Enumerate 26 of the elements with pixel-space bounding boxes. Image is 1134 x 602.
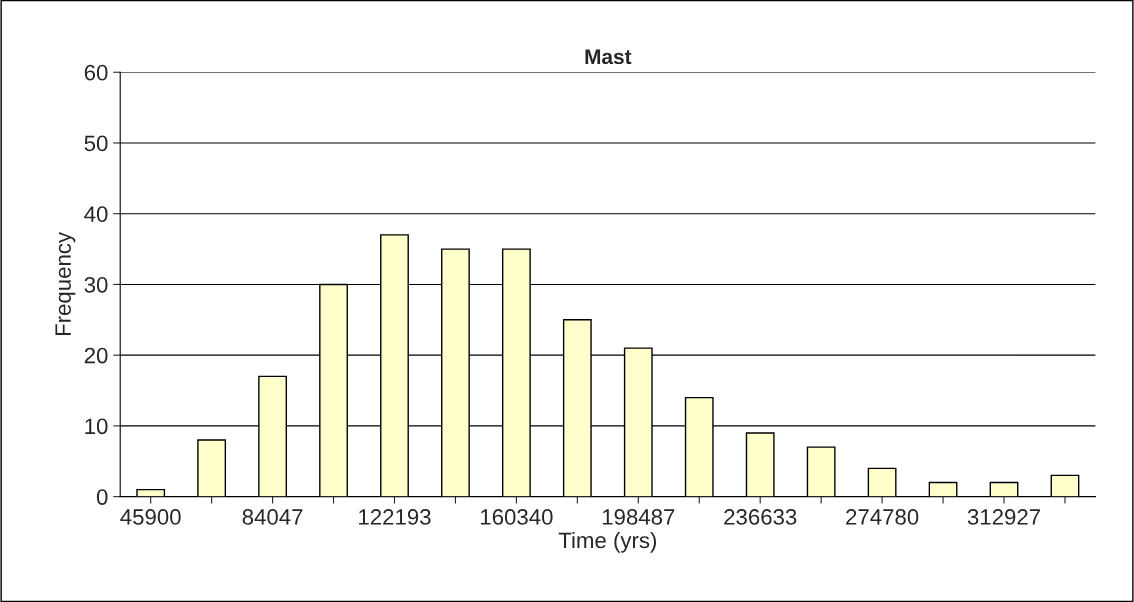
bar	[989, 481, 1019, 497]
chart-title: Mast	[585, 49, 632, 65]
bar	[197, 439, 227, 497]
y-tick-label: 60	[84, 64, 108, 81]
x-tick-label: 84047	[242, 509, 303, 525]
x-tick-label: 122193	[359, 509, 431, 525]
x-tick-label: 236633	[724, 509, 797, 525]
y-tick-label: 10	[85, 418, 108, 435]
x-tick-label: 312927	[967, 509, 1040, 525]
bar	[745, 432, 775, 497]
bar	[136, 488, 166, 497]
y-tick-label: 20	[84, 347, 108, 364]
bar	[867, 467, 897, 497]
x-tick-label: 274780	[846, 509, 919, 525]
y-axis-title: Frequency	[55, 231, 76, 336]
bar	[806, 446, 836, 497]
y-tick-label: 40	[84, 206, 108, 222]
x-tick-label: 198487	[602, 509, 675, 525]
x-axis-title: Time (yrs)	[558, 531, 657, 553]
y-tick-label: 50	[84, 135, 108, 152]
bar	[1050, 474, 1080, 497]
y-tick-label: 0	[96, 489, 108, 505]
y-tick-label: 30	[84, 276, 108, 293]
x-tick-label: 160340	[481, 509, 553, 525]
bar	[928, 481, 958, 497]
x-tick-label: 45900	[120, 509, 181, 525]
